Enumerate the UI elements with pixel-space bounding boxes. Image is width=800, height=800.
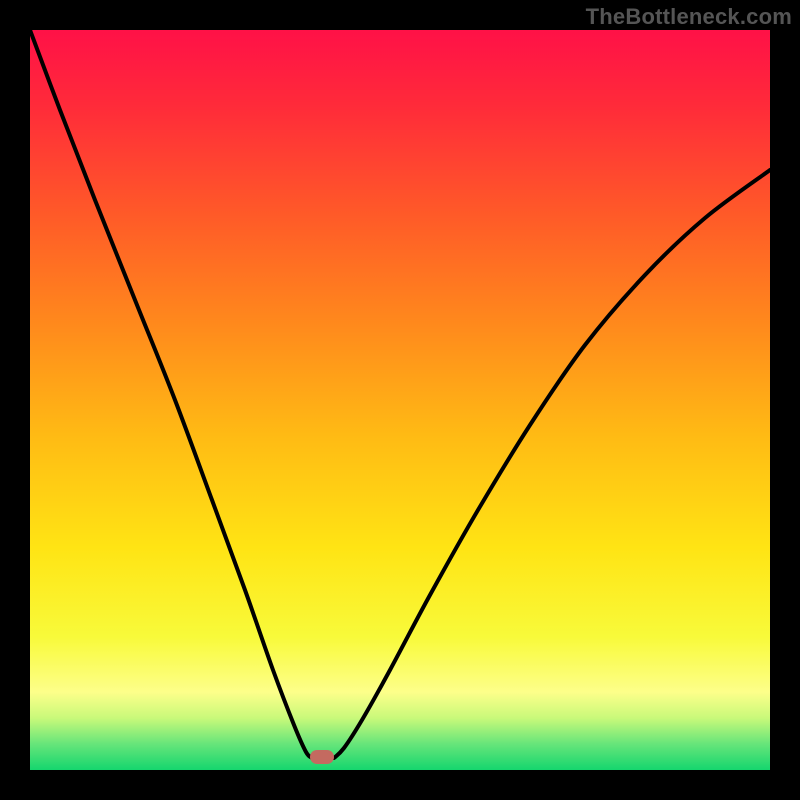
rainbow-v-chart	[0, 0, 800, 800]
watermark-text: TheBottleneck.com	[586, 4, 792, 30]
optimal-point-marker	[310, 750, 334, 764]
chart-stage: TheBottleneck.com	[0, 0, 800, 800]
plot-background	[30, 30, 770, 770]
